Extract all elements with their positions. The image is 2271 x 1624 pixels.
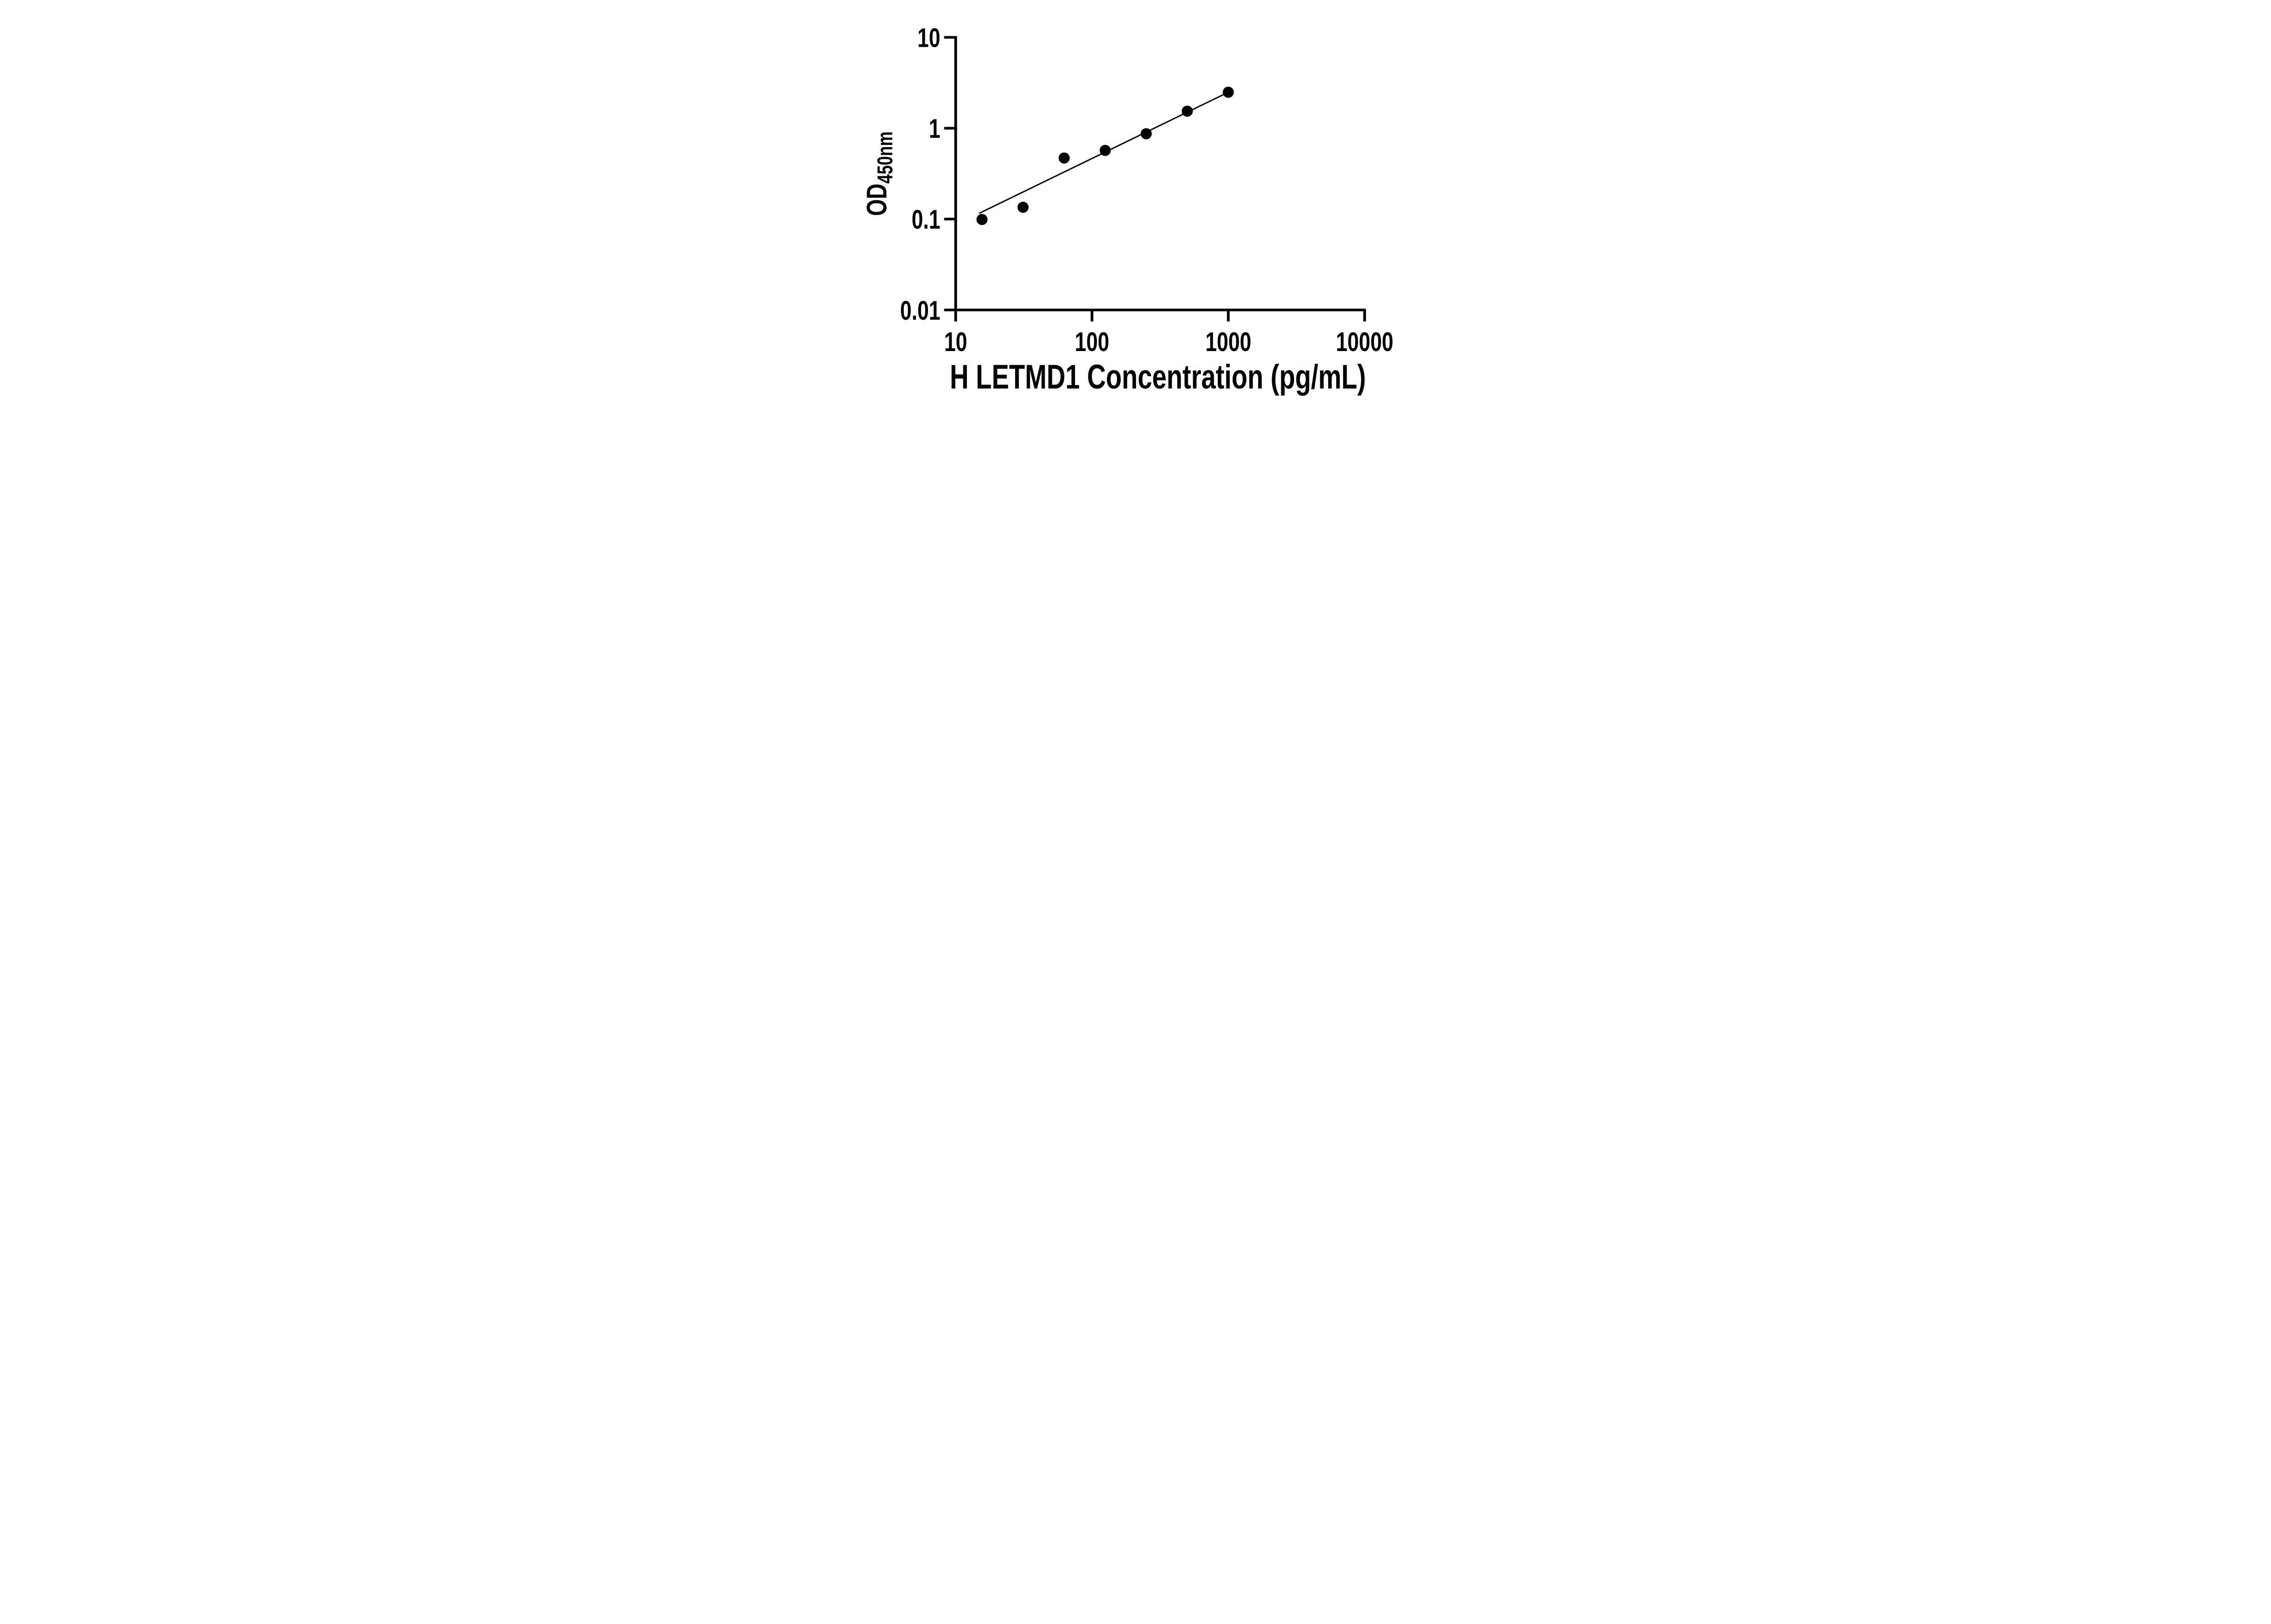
y-tick-label: 0.1: [912, 205, 940, 235]
x-axis-ticks: 10 100 1000 10000: [944, 310, 1393, 357]
series-layer: [976, 86, 1234, 225]
data-point: [1181, 105, 1193, 117]
y-tick-label: 1: [929, 114, 940, 144]
x-tick-label: 1000: [1205, 327, 1251, 357]
y-axis-title-anchor: OD450nm: [861, 131, 897, 216]
x-tick-label: 10000: [1336, 327, 1393, 357]
data-point: [1140, 128, 1152, 139]
data-point: [1058, 152, 1070, 164]
x-tick-label: 100: [1075, 327, 1109, 357]
data-point: [976, 214, 987, 225]
chart-canvas: 10 1 0.1 0.01 10 100 1000 10000 H LETMD1 Conce…: [842, 0, 1429, 406]
elisa-standard-curve-figure: 10 1 0.1 0.01 10 100 1000 10000 H LETMD1 Conce…: [842, 0, 1429, 406]
y-axis-title-main: OD: [861, 183, 892, 216]
y-tick-label: 10: [917, 23, 940, 53]
data-point: [1017, 202, 1029, 213]
y-axis-title: OD450nm: [861, 131, 897, 216]
y-axis-ticks: 10 1 0.1 0.01: [900, 23, 956, 326]
x-tick-label: 10: [944, 327, 967, 357]
x-axis-title-anchor: H LETMD1 Concentration (pg/mL): [950, 358, 1366, 396]
x-axis-title: H LETMD1 Concentration (pg/mL): [950, 358, 1366, 396]
y-tick-label: 0.01: [900, 296, 940, 326]
data-point: [1222, 86, 1234, 98]
y-axis-title-subscript: 450nm: [873, 131, 897, 183]
data-point: [1099, 144, 1111, 156]
